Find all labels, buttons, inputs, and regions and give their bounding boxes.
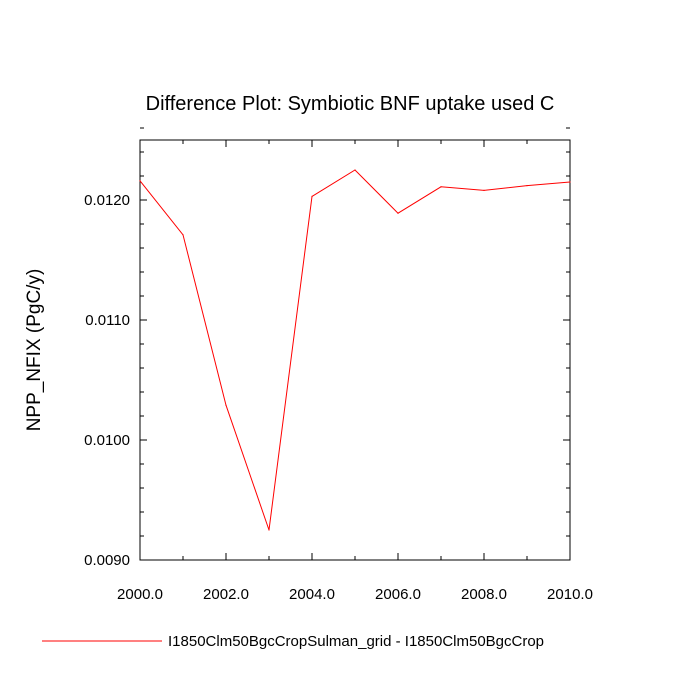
y-tick-label: 0.0110 <box>85 312 130 329</box>
data-point <box>569 181 571 183</box>
y-tick-label: 0.0090 <box>84 552 130 569</box>
data-point <box>526 185 528 187</box>
x-tick-label: 2000.0 <box>117 586 163 603</box>
data-point <box>182 234 184 236</box>
data-point <box>225 404 227 406</box>
data-point <box>354 169 356 171</box>
series-group <box>139 169 571 531</box>
legend: I1850Clm50BgcCropSulman_grid - I1850Clm5… <box>42 633 544 650</box>
plot-frame <box>139 139 571 561</box>
x-tick-label: 2004.0 <box>289 586 335 603</box>
data-point <box>483 189 485 191</box>
y-tick-label: 0.0120 <box>84 192 130 209</box>
tick-labels: 2000.0 2002.0 2004.0 2006.0 2008.0 2010.0 0.00… <box>84 192 593 603</box>
x-tick-label: 2002.0 <box>203 586 249 603</box>
x-tick-label: 2010.0 <box>547 586 593 603</box>
x-tick-label: 2006.0 <box>375 586 421 603</box>
data-point <box>397 212 399 214</box>
data-point <box>311 195 313 197</box>
series-line <box>139 169 571 531</box>
data-point <box>440 186 442 188</box>
legend-label: I1850Clm50BgcCropSulman_grid - I1850Clm5… <box>168 633 544 650</box>
data-point <box>268 529 270 531</box>
axis-ticks <box>139 127 571 561</box>
data-point <box>139 180 141 182</box>
x-tick-label: 2008.0 <box>461 586 507 603</box>
y-tick-label: 0.0100 <box>84 432 130 449</box>
chart-title: Difference Plot: Symbiotic BNF uptake us… <box>146 93 555 115</box>
y-axis-label: NPP_NFIX (PgC/y) <box>24 269 45 432</box>
